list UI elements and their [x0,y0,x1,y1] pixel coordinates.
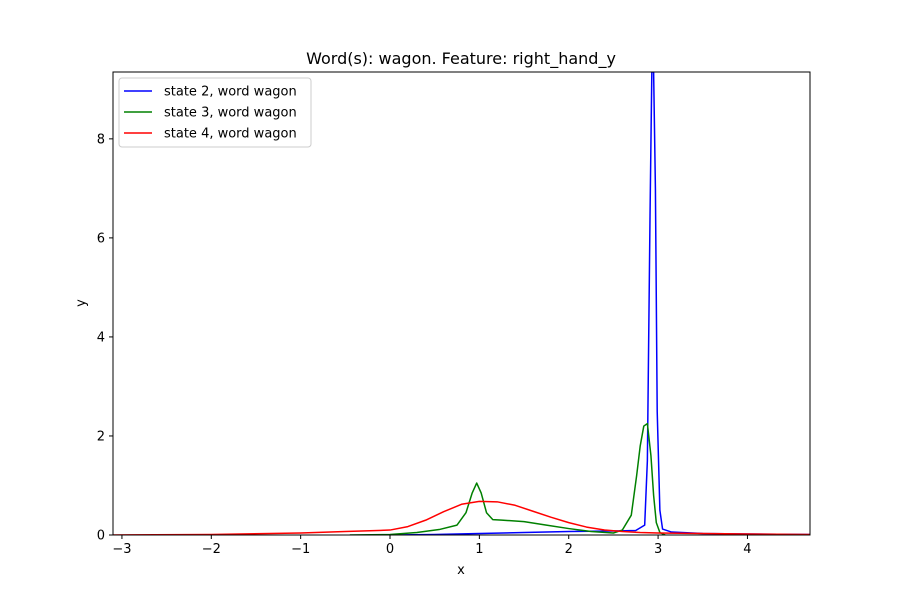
series-layer [113,72,810,535]
y-tick-label: 4 [97,330,105,345]
y-axis-label: y [74,299,89,307]
x-tick-label: 1 [475,542,483,557]
legend: state 2, word wagon state 3, word wagon st… [118,77,312,148]
x-tick-label: −3 [112,542,131,557]
y-tick-label: 8 [97,132,105,147]
x-axis-label: x [457,563,465,578]
legend-label-state-2: state 2, word wagon [164,85,297,100]
y-tick-label: 2 [97,429,105,444]
legend-box [118,77,312,148]
series-line-state-4 [113,500,810,535]
x-tick-label: 2 [565,542,573,557]
x-tick-label: −1 [291,542,310,557]
series-line-state-3 [349,422,666,535]
x-tick-label: 0 [386,542,394,557]
axis-ticks: −3 −2 −1 0 1 2 3 4 0 2 4 6 8 [97,132,752,557]
x-tick-label: 4 [743,542,751,557]
legend-label-state-4: state 4, word wagon [164,127,297,142]
plot-frame [112,71,811,536]
legend-label-state-3: state 3, word wagon [164,106,297,121]
x-tick-label: −2 [202,542,221,557]
y-tick-label: 0 [97,529,105,544]
y-tick-label: 6 [97,231,105,246]
x-tick-label: 3 [654,542,662,557]
series-line-state-2 [390,72,810,535]
chart-title: Word(s): wagon. Feature: right_hand_y [306,49,616,69]
